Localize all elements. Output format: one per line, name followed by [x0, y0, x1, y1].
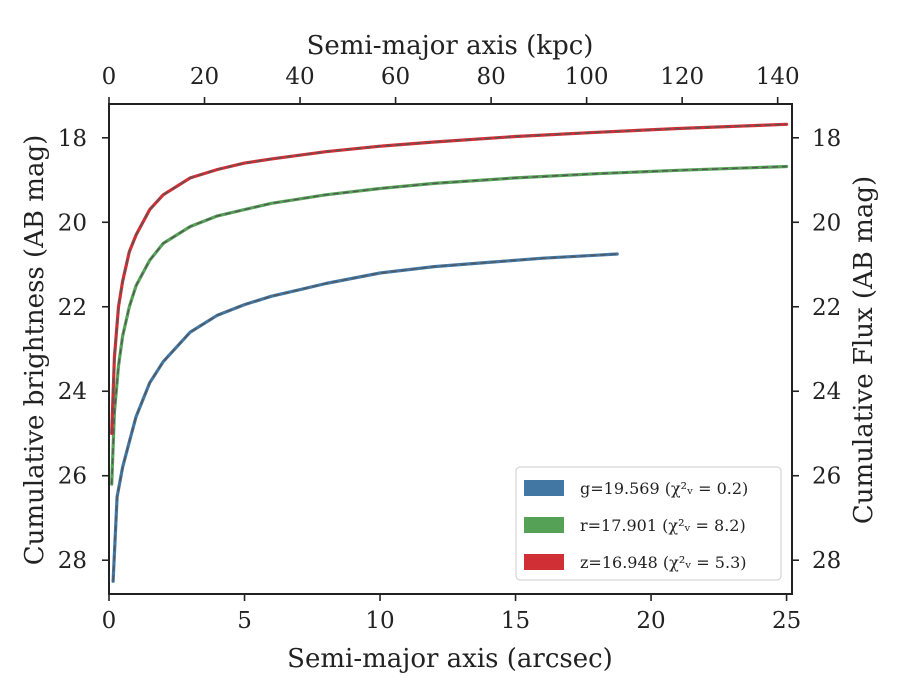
x-tick-label: 15 — [501, 608, 530, 634]
x2-axis-label: Semi-major axis (kpc) — [307, 31, 594, 61]
x-axis-bottom: 0 5 10 15 20 25 — [102, 594, 801, 634]
x-axis-top: 0 20 40 60 80 100 120 140 — [102, 64, 800, 104]
y-tick-label: 28 — [58, 548, 87, 574]
x-tick-label: 0 — [102, 608, 117, 634]
x2-tick-label: 120 — [660, 64, 704, 90]
x-tick-label: 20 — [636, 608, 665, 634]
y2-tick-label: 24 — [812, 379, 841, 405]
y-tick-label: 22 — [58, 295, 87, 321]
legend-box — [515, 466, 782, 581]
x2-tick-label: 60 — [381, 64, 410, 90]
y2-tick-label: 26 — [812, 464, 841, 490]
y2-tick-label: 28 — [812, 548, 841, 574]
y-tick-label: 20 — [58, 210, 87, 236]
y2-tick-label: 22 — [812, 295, 841, 321]
x2-tick-label: 140 — [756, 64, 800, 90]
x2-tick-label: 20 — [190, 64, 219, 90]
x-tick-label: 25 — [772, 608, 801, 634]
y-axis-right: 18 20 22 24 26 28 — [792, 126, 841, 574]
model-fit-line-g — [112, 253, 618, 582]
y2-axis-label: Cumulative Flux (AB mag) — [849, 176, 879, 524]
legend-swatch-g — [524, 480, 564, 496]
series-layer — [110, 122, 789, 583]
legend-label-z: z=16.948 (χ²ᵥ = 5.3) — [580, 553, 746, 572]
y-tick-label: 26 — [58, 464, 87, 490]
y-tick-label: 18 — [58, 126, 87, 152]
y-axis-label: Cumulative brightness (AB mag) — [20, 135, 50, 566]
legend-label-g: g=19.569 (χ²ᵥ = 0.2) — [580, 479, 748, 498]
y-axis-left: 18 20 22 24 26 28 — [58, 126, 109, 574]
x2-tick-label: 40 — [285, 64, 314, 90]
x-tick-label: 10 — [365, 608, 394, 634]
x-tick-label: 5 — [237, 608, 252, 634]
legend: g=19.569 (χ²ᵥ = 0.2) r=17.901 (χ²ᵥ = 8.2… — [515, 466, 782, 581]
legend-swatch-z — [524, 554, 564, 570]
x2-tick-label: 0 — [102, 64, 117, 90]
model-fit-line-z — [111, 123, 787, 434]
legend-label-r: r=17.901 (χ²ᵥ = 8.2) — [580, 516, 746, 535]
y2-tick-label: 18 — [812, 126, 841, 152]
y-tick-label: 24 — [58, 379, 87, 405]
x2-tick-label: 80 — [476, 64, 505, 90]
x-axis-label: Semi-major axis (arcsec) — [287, 644, 613, 674]
y2-tick-label: 20 — [812, 210, 841, 236]
legend-swatch-r — [524, 517, 564, 533]
x2-tick-label: 100 — [565, 64, 609, 90]
model-fit-line-r — [111, 165, 787, 485]
